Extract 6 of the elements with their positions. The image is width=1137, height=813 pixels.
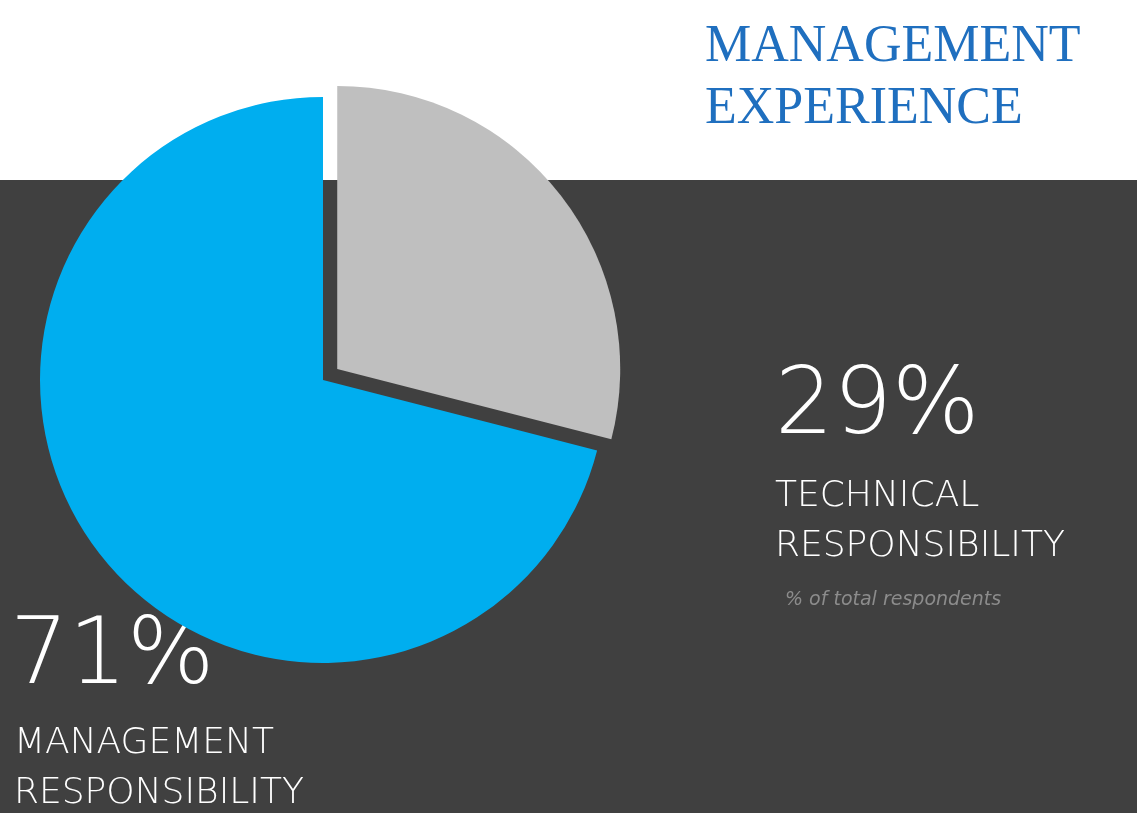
data-label: 71% (10, 597, 215, 705)
slice-label: TECHNICAL RESPONSIBILITY (775, 472, 1065, 564)
text: % of total respondents (785, 586, 1002, 609)
slice-label: MANAGEMENT RESPONSIBILITY (14, 719, 304, 811)
chart-title: MANAGEMENT EXPERIENCE (705, 14, 1093, 134)
data-label: 29% (775, 347, 980, 455)
